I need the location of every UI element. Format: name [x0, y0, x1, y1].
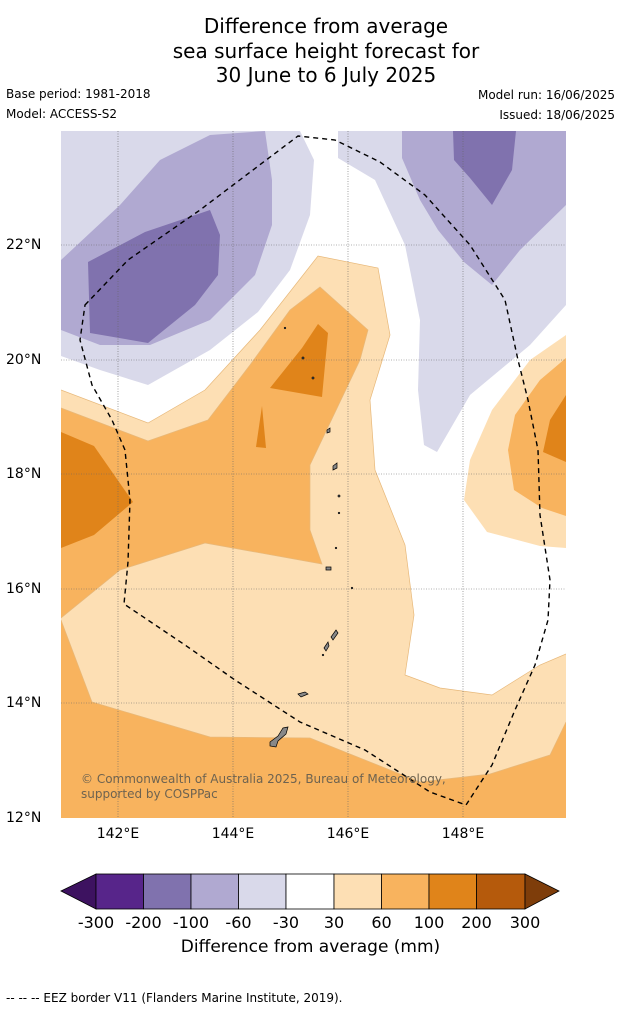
colorbar-swatch-4 — [238, 873, 287, 910]
title-line-2: sea surface height forecast for — [172, 38, 480, 63]
colorbar-tick-1: -200 — [125, 913, 162, 932]
contour-neg-100-ne — [453, 131, 516, 205]
island-agrihan — [326, 427, 331, 434]
lon-tick-148e: 148°E — [441, 826, 485, 842]
island-tinian — [323, 641, 330, 652]
colorbar-swatch-7 — [381, 873, 430, 910]
map-area — [61, 131, 566, 818]
contour-pos-100 — [61, 432, 133, 548]
contour-neg-100-nw — [88, 210, 220, 343]
colorbar-swatch-5 — [285, 873, 335, 910]
contour-pos-60-east — [508, 358, 566, 516]
colorbar-swatch-3 — [190, 873, 239, 910]
copyright-notice: © Commonwealth of Australia 2025, Bureau… — [81, 772, 446, 801]
colorbar-tick-4: -30 — [272, 913, 300, 932]
colorbar-tick-2: -100 — [172, 913, 210, 932]
lon-tick-146e: 146°E — [326, 826, 370, 842]
colorbar-swatch-9 — [476, 873, 526, 910]
colorbar — [60, 873, 560, 910]
contour-pos-100-east — [543, 395, 566, 462]
colorbar-tick-9: 300 — [509, 913, 541, 932]
lon-tick-142e: 142°E — [96, 826, 140, 842]
colorbar-tick-0: -300 — [77, 913, 115, 932]
lat-tick-22n: 22°N — [6, 237, 42, 253]
colorbar-swatch-1 — [95, 873, 144, 910]
contour-pos-60-south — [61, 620, 566, 818]
model-run: Model run: 16/06/2025 — [477, 88, 615, 102]
contour-pos-30 — [61, 256, 566, 818]
island-rota — [297, 691, 309, 698]
contour-pos-100-sliver — [256, 406, 266, 448]
issued-date: Issued: 18/06/2025 — [499, 108, 615, 122]
lat-tick-12n: 12°N — [6, 810, 42, 826]
colorbar-tick-3: -60 — [225, 913, 252, 932]
colorbar-swatch-10 — [524, 873, 560, 910]
eez-border — [79, 135, 551, 806]
island-guam — [269, 726, 289, 748]
islands — [269, 326, 354, 748]
chart-title: Difference from average sea surface heig… — [0, 14, 621, 88]
lat-tick-20n: 20°N — [6, 352, 42, 368]
eez-legend-note: -- -- -- EEZ border V11 (Flanders Marine… — [6, 991, 343, 1005]
colorbar-tick-5: 30 — [323, 913, 345, 932]
colorbar-swatch-2 — [143, 873, 192, 910]
title-line-3: 30 June to 6 July 2025 — [215, 63, 437, 87]
lat-tick-18n: 18°N — [6, 466, 42, 482]
lat-tick-14n: 14°N — [6, 695, 42, 711]
island-anatahan — [325, 566, 332, 571]
colorbar-swatch-6 — [333, 873, 382, 910]
colorbar-label: Difference from average (mm) — [180, 937, 441, 957]
colorbar-tick-7: 100 — [413, 913, 445, 932]
colorbar-swatch-8 — [428, 873, 477, 910]
island-pagan — [332, 462, 338, 471]
contour-lines — [61, 255, 566, 783]
island-saipan — [330, 629, 339, 641]
lon-tick-144e: 144°E — [211, 826, 255, 842]
base-period: Base period: 1981-2018 — [6, 87, 151, 101]
colorbar-swatch-0 — [60, 873, 97, 910]
model-name: Model: ACCESS-S2 — [6, 107, 118, 121]
title-line-1: Difference from average — [203, 14, 449, 38]
colorbar-tick-8: 200 — [461, 913, 492, 932]
lat-tick-16n: 16°N — [6, 581, 42, 597]
gridlines — [61, 131, 566, 818]
colorbar-tick-6: 60 — [371, 913, 392, 932]
contour-neg-60-ne — [402, 131, 566, 285]
